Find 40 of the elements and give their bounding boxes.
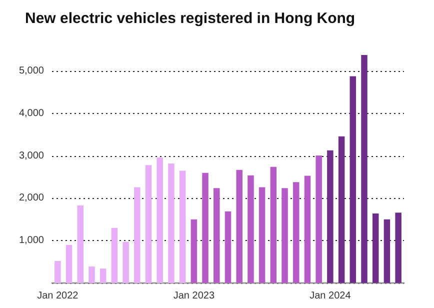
bar (202, 172, 208, 283)
bar (372, 214, 379, 283)
bar (361, 55, 368, 283)
bar (293, 182, 300, 283)
x-tick-label: Jan 2023 (173, 290, 215, 302)
bar (258, 187, 266, 283)
bar (224, 211, 232, 283)
x-tick-label: Jan 2024 (310, 290, 352, 302)
y-tick-label: 4,000 (18, 108, 44, 119)
bar (384, 219, 390, 283)
y-tick-label: 3,000 (18, 150, 44, 162)
bar (111, 228, 118, 283)
bar (236, 170, 242, 283)
bar (270, 166, 277, 283)
bar (134, 187, 140, 283)
bar (88, 266, 95, 283)
bar (179, 170, 186, 283)
bar (214, 188, 220, 283)
bar (327, 150, 334, 283)
bar (66, 244, 72, 283)
bar (304, 176, 311, 283)
bar (190, 219, 198, 283)
bar (338, 136, 345, 283)
bar (122, 242, 129, 283)
x-tick-label: Jan 2022 (37, 290, 79, 302)
bar (77, 205, 84, 283)
bar (145, 165, 152, 283)
bar (168, 163, 174, 283)
bar (54, 260, 61, 283)
bar (395, 212, 402, 283)
bar (100, 268, 106, 283)
bar (282, 188, 288, 283)
bar (248, 175, 254, 283)
y-tick-label: 1,000 (18, 235, 44, 246)
chart-title: New electric vehicles registered in Hong Kong (25, 10, 356, 27)
y-tick-label: 5,000 (18, 66, 44, 77)
bar (350, 76, 356, 283)
y-tick-label: 2,000 (18, 192, 44, 204)
bar (156, 158, 163, 283)
bar (316, 155, 322, 283)
